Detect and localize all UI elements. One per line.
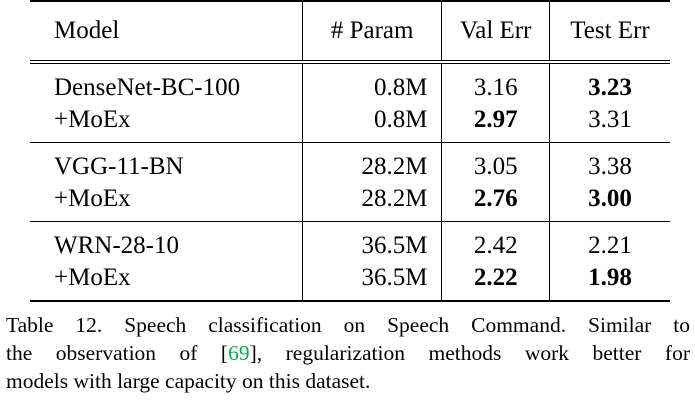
cell-val-err: 3.16 [441,62,550,104]
cell-model: +MoEx [30,262,303,302]
table-row: WRN-28-10 36.5M 2.42 2.21 [30,221,670,262]
caption-line-2: the observation of [69], regularization … [6,339,690,367]
cell-model: VGG-11-BN [30,142,303,183]
table-group-vgg: VGG-11-BN 28.2M 3.05 3.38 +MoEx 28.2M 2.… [30,142,670,222]
cell-test-err: 1.98 [548,262,670,302]
caption-line-2-end: ], regularization methods work better fo… [249,341,690,365]
header-param: # Param [301,0,442,64]
cell-test-err: 3.38 [548,142,670,183]
cell-param: 0.8M [301,104,442,143]
cell-param: 28.2M [301,142,442,183]
caption-line-2-start: the observation of [ [6,341,229,365]
cell-model: +MoEx [54,106,131,133]
table-caption: Table 12. Speech classification on Speec… [6,311,690,395]
cell-param: 28.2M [301,183,442,222]
table-group-densenet: DenseNet-BC-100 0.8M 3.16 3.23 +MoEx 0.8… [30,62,670,143]
cell-test-err: 2.21 [548,221,670,262]
cell-val-err: 3.05 [441,142,550,183]
cell-test-err: 3.23 [548,62,670,104]
caption-line-1: Table 12. Speech classification on Speec… [6,313,690,337]
header-test-err: Test Err [548,0,670,64]
cell-model: +MoEx [54,185,131,212]
cell-val-err: 2.76 [441,183,550,222]
table-row: +MoEx 36.5M 2.22 1.98 [30,262,670,302]
header-row: Model # Param Val Err Test Err [30,0,670,64]
header-val-err: Val Err [441,0,550,64]
citation-link[interactable]: 69 [228,341,250,365]
table-group-wrn: WRN-28-10 36.5M 2.42 2.21 +MoEx 36.5M 2.… [30,221,670,302]
table-row: DenseNet-BC-100 0.8M 3.16 3.23 [30,62,670,104]
cell-val-err: 2.97 [441,104,550,143]
cell-val-err: 2.22 [441,262,550,302]
caption-line-3: models with large capacity on this datas… [6,369,371,393]
cell-model: DenseNet-BC-100 [54,74,241,101]
cell-val-err: 2.42 [441,221,550,262]
cell-param: 36.5M [301,262,442,302]
header-model: Model [30,0,303,64]
table-row: VGG-11-BN 28.2M 3.05 3.38 [30,142,670,183]
cell-model: WRN-28-10 [30,221,303,262]
cell-test-err: 3.00 [548,183,670,222]
results-table: Model # Param Val Err Test Err DenseNet-… [30,0,670,302]
cell-test-err: 3.31 [548,104,670,143]
results-table-container: Model # Param Val Err Test Err DenseNet-… [30,0,670,302]
table-row: +MoEx 28.2M 2.76 3.00 [30,183,670,222]
cell-param: 36.5M [301,221,442,262]
table-header: Model # Param Val Err Test Err [30,0,670,64]
table-row: +MoEx 0.8M 2.97 3.31 [30,104,670,143]
cell-param: 0.8M [301,62,442,104]
